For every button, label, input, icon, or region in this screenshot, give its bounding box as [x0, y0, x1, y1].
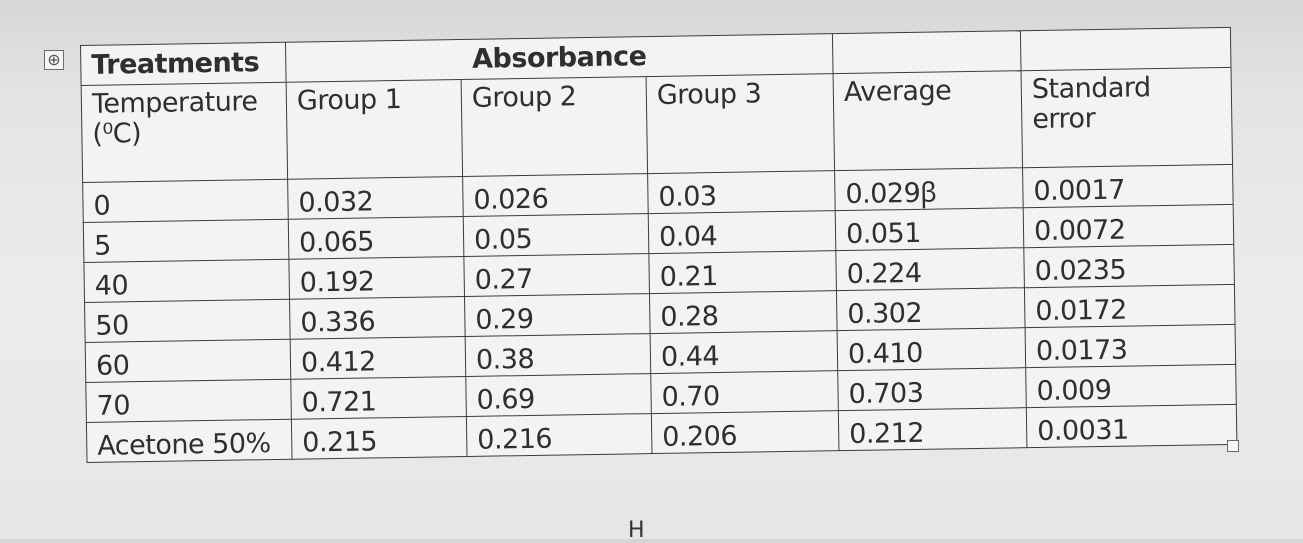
standard-error-cell: 0.0172 — [1024, 284, 1236, 328]
average-cell: 0.029ꞵ — [834, 167, 1024, 211]
standard-error-cell: 0.0173 — [1025, 324, 1236, 368]
group3-cell: 0.206 — [651, 410, 839, 454]
average-cell: 0.212 — [838, 407, 1027, 451]
group3-cell: 0.70 — [650, 370, 839, 414]
group1-cell: 0.721 — [290, 376, 467, 420]
group2-cell: 0.69 — [465, 373, 652, 417]
temperature-header: Temperature (⁰C) — [81, 82, 288, 183]
group2-cell: 0.29 — [464, 293, 651, 337]
treatment-cell: 40 — [83, 259, 290, 303]
group1-header: Group 1 — [286, 79, 463, 180]
standard-error-cell: 0.0031 — [1026, 404, 1237, 448]
group3-cell: 0.44 — [650, 330, 838, 374]
group1-cell: 0.032 — [287, 176, 464, 220]
group2-cell: 0.216 — [466, 413, 652, 457]
group3-header: Group 3 — [646, 73, 835, 174]
absorbance-table: Treatments Absorbance Temperature (⁰C) G… — [80, 26, 1238, 463]
treatments-header: Treatments — [80, 42, 287, 86]
table-move-handle-icon[interactable]: ⊕ — [44, 50, 64, 70]
group3-cell: 0.28 — [649, 290, 838, 334]
group3-cell: 0.21 — [648, 250, 837, 294]
group3-cell: 0.04 — [648, 210, 836, 254]
average-cell: 0.703 — [837, 367, 1027, 411]
standard-error-cell: 0.009 — [1025, 364, 1237, 408]
group2-header: Group 2 — [461, 76, 648, 177]
standard-error-cell: 0.0017 — [1022, 164, 1234, 208]
average-cell: 0.051 — [835, 207, 1024, 251]
average-cell: 0.224 — [835, 247, 1025, 291]
table-resize-handle-icon[interactable] — [1227, 440, 1239, 452]
group1-cell: 0.215 — [291, 416, 468, 460]
group2-cell: 0.38 — [465, 333, 651, 377]
treatment-cell: Acetone 50% — [86, 419, 293, 463]
group1-cell: 0.412 — [290, 336, 466, 380]
group2-cell: 0.27 — [463, 253, 650, 297]
empty-header-cell — [832, 30, 1022, 74]
treatment-cell: 60 — [85, 339, 291, 383]
absorbance-table-container: Treatments Absorbance Temperature (⁰C) G… — [80, 26, 1238, 463]
average-cell: 0.302 — [836, 287, 1026, 331]
group2-cell: 0.026 — [462, 173, 649, 217]
average-header: Average — [833, 70, 1023, 171]
standard-error-cell: 0.0235 — [1023, 244, 1235, 288]
group1-cell: 0.065 — [288, 216, 464, 260]
standard-error-header: Standard error — [1021, 67, 1233, 168]
group3-cell: 0.03 — [647, 170, 836, 214]
treatment-cell: 70 — [85, 379, 292, 423]
group1-cell: 0.336 — [289, 296, 466, 340]
group2-cell: 0.05 — [463, 213, 649, 257]
treatment-cell: 50 — [84, 299, 291, 343]
footer-mark: H — [628, 518, 645, 543]
empty-header-cell — [1020, 27, 1232, 71]
standard-error-cell: 0.0072 — [1023, 204, 1234, 248]
header-row-2: Temperature (⁰C) Group 1 Group 2 Group 3… — [81, 67, 1233, 183]
average-cell: 0.410 — [837, 327, 1026, 371]
treatment-cell: 0 — [82, 179, 289, 223]
treatment-cell: 5 — [83, 219, 289, 263]
group1-cell: 0.192 — [288, 256, 465, 300]
